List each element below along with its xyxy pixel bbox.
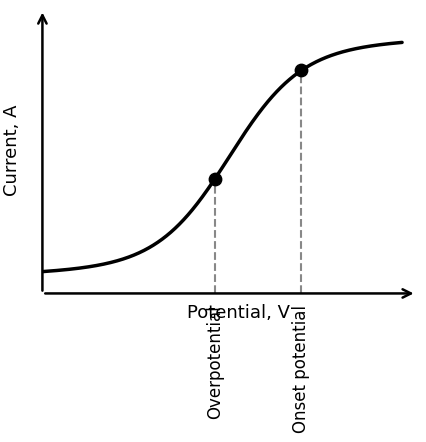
Text: Overpotential: Overpotential — [206, 305, 224, 419]
Point — [297, 67, 304, 74]
Text: Current, A: Current, A — [3, 104, 21, 196]
Text: Potential, V: Potential, V — [187, 305, 290, 323]
Text: Onset potential: Onset potential — [292, 305, 310, 433]
Point — [211, 175, 218, 182]
